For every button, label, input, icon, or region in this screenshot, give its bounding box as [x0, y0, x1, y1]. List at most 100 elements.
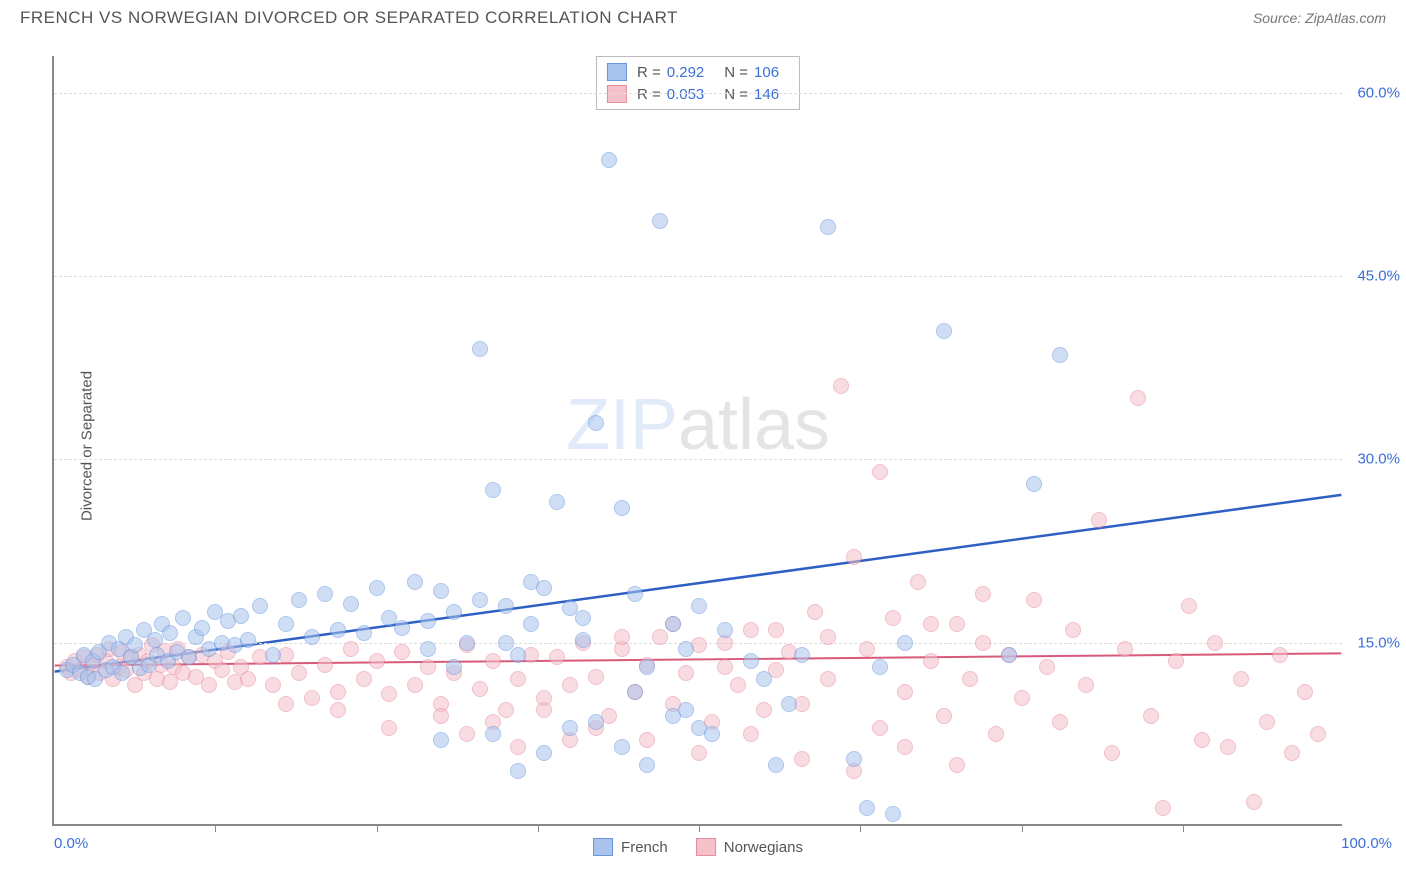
data-point — [743, 622, 759, 638]
data-point — [181, 649, 197, 665]
data-point — [781, 696, 797, 712]
data-point — [885, 806, 901, 822]
data-point — [1117, 641, 1133, 657]
data-point — [1091, 512, 1107, 528]
data-point — [233, 608, 249, 624]
data-point — [175, 610, 191, 626]
data-point — [472, 681, 488, 697]
data-point — [420, 613, 436, 629]
data-point — [962, 671, 978, 687]
scatter-chart: ZIPatlas R = 0.292N = 106R = 0.053N = 14… — [52, 56, 1342, 826]
legend-series-item: Norwegians — [696, 838, 803, 856]
data-point — [717, 659, 733, 675]
data-point — [652, 629, 668, 645]
watermark: ZIPatlas — [566, 384, 830, 466]
data-point — [510, 671, 526, 687]
data-point — [807, 604, 823, 620]
data-point — [562, 677, 578, 693]
data-point — [459, 635, 475, 651]
data-point — [240, 632, 256, 648]
data-point — [949, 757, 965, 773]
data-point — [1026, 592, 1042, 608]
data-point — [846, 751, 862, 767]
n-label: N = — [724, 86, 748, 103]
r-label: R = — [637, 86, 661, 103]
data-point — [833, 378, 849, 394]
data-point — [1246, 794, 1262, 810]
data-point — [859, 641, 875, 657]
data-point — [665, 616, 681, 632]
r-value: 0.053 — [667, 86, 705, 103]
watermark-zip: ZIP — [566, 385, 678, 465]
y-tick-label: 60.0% — [1357, 84, 1400, 101]
x-tick — [699, 824, 700, 832]
legend-swatch — [696, 838, 716, 856]
data-point — [601, 152, 617, 168]
data-point — [433, 583, 449, 599]
y-tick-label: 30.0% — [1357, 451, 1400, 468]
correlation-legend: R = 0.292N = 106R = 0.053N = 146 — [596, 56, 800, 110]
data-point — [936, 708, 952, 724]
data-point — [549, 494, 565, 510]
data-point — [756, 671, 772, 687]
x-max-label: 100.0% — [1341, 835, 1392, 852]
data-point — [949, 616, 965, 632]
data-point — [1259, 714, 1275, 730]
data-point — [575, 632, 591, 648]
data-point — [536, 702, 552, 718]
data-point — [562, 720, 578, 736]
data-point — [407, 574, 423, 590]
data-point — [485, 482, 501, 498]
data-point — [1272, 647, 1288, 663]
data-point — [652, 213, 668, 229]
data-point — [614, 500, 630, 516]
data-point — [1078, 677, 1094, 693]
data-point — [717, 622, 733, 638]
data-point — [1168, 653, 1184, 669]
data-point — [1026, 476, 1042, 492]
data-point — [317, 657, 333, 673]
data-point — [498, 702, 514, 718]
data-point — [252, 598, 268, 614]
data-point — [485, 653, 501, 669]
data-point — [988, 726, 1004, 742]
data-point — [278, 616, 294, 632]
data-point — [588, 415, 604, 431]
y-tick-label: 15.0% — [1357, 634, 1400, 651]
data-point — [936, 323, 952, 339]
data-point — [194, 620, 210, 636]
data-point — [872, 720, 888, 736]
data-point — [897, 739, 913, 755]
data-point — [1207, 635, 1223, 651]
data-point — [678, 665, 694, 681]
data-point — [1284, 745, 1300, 761]
x-tick — [1183, 824, 1184, 832]
data-point — [459, 726, 475, 742]
data-point — [1052, 714, 1068, 730]
data-point — [433, 708, 449, 724]
data-point — [1065, 622, 1081, 638]
data-point — [291, 592, 307, 608]
data-point — [923, 653, 939, 669]
data-point — [420, 659, 436, 675]
data-point — [1039, 659, 1055, 675]
data-point — [1155, 800, 1171, 816]
legend-stat-row: R = 0.292N = 106 — [607, 61, 789, 83]
data-point — [910, 574, 926, 590]
data-point — [743, 726, 759, 742]
data-point — [498, 635, 514, 651]
data-point — [794, 647, 810, 663]
data-point — [147, 632, 163, 648]
data-point — [691, 745, 707, 761]
data-point — [356, 625, 372, 641]
r-label: R = — [637, 64, 661, 81]
grid-line — [54, 276, 1342, 277]
series-legend: FrenchNorwegians — [593, 838, 803, 856]
data-point — [214, 662, 230, 678]
data-point — [975, 586, 991, 602]
data-point — [678, 702, 694, 718]
x-tick — [377, 824, 378, 832]
grid-line — [54, 93, 1342, 94]
data-point — [536, 745, 552, 761]
grid-line — [54, 459, 1342, 460]
